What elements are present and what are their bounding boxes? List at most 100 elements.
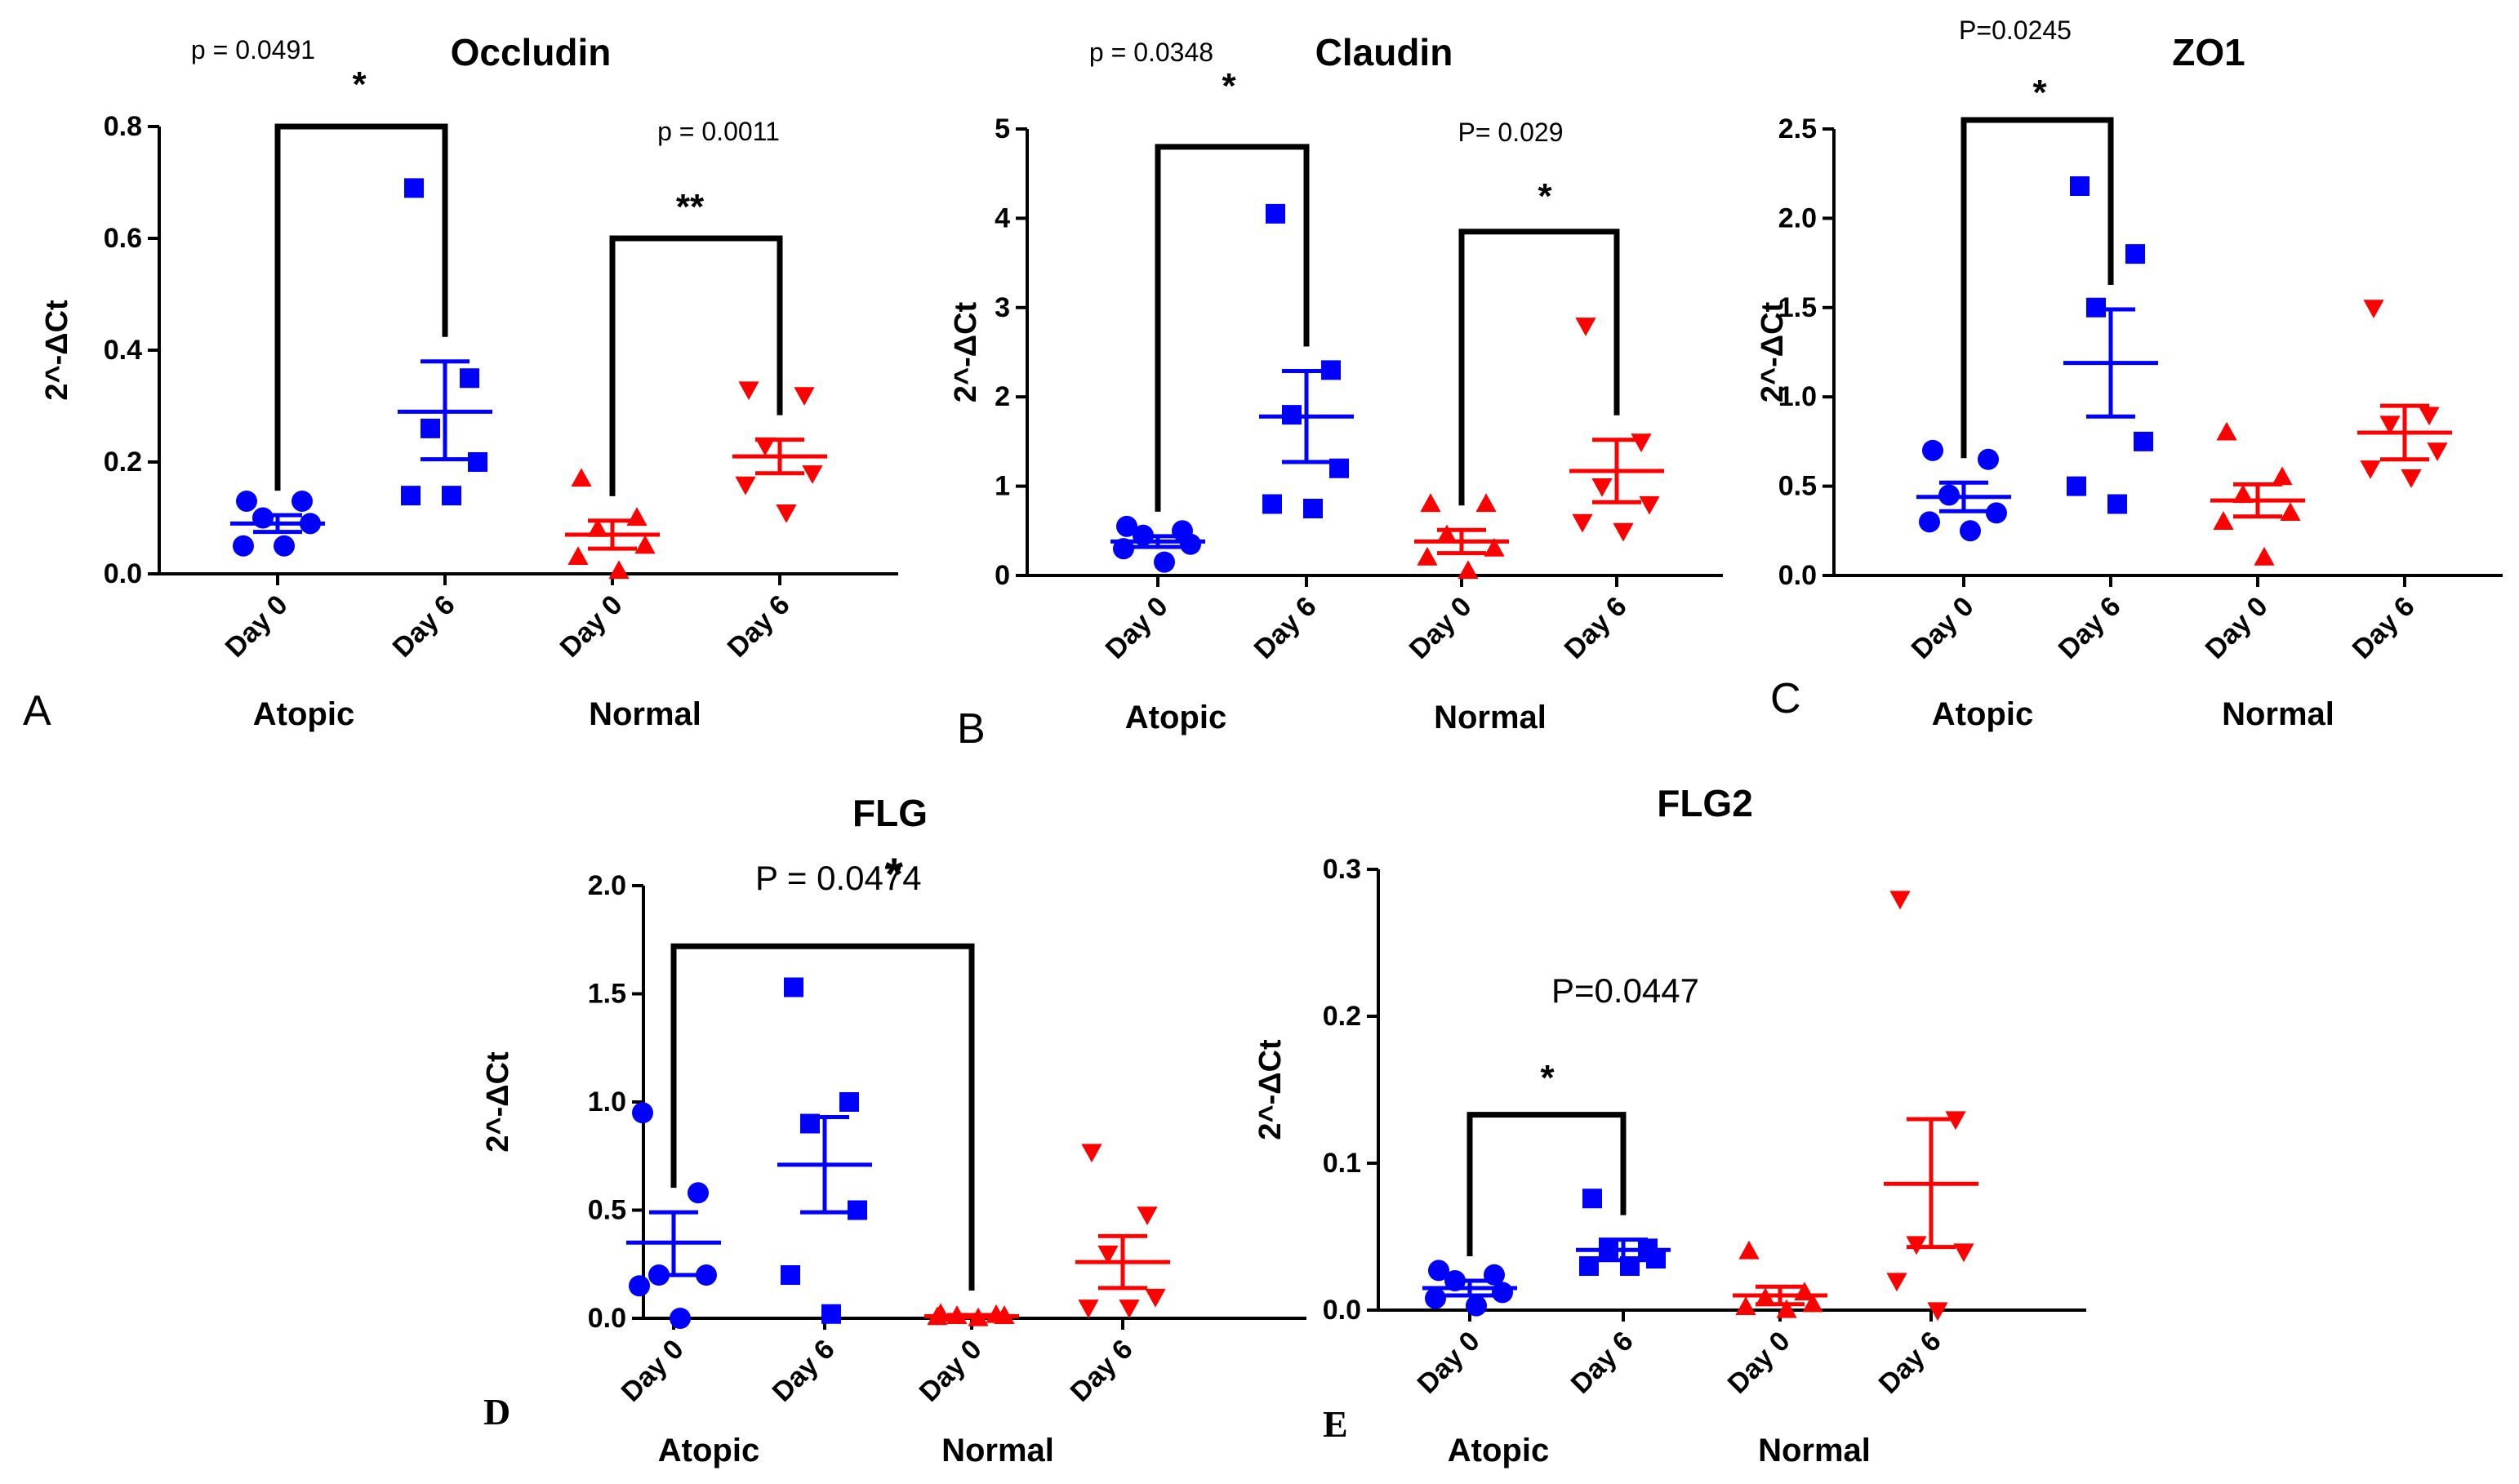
x-tick-label: Day 6 (1248, 591, 1323, 665)
panel-letter: A (23, 687, 51, 735)
series-normal-day-6 (732, 381, 827, 523)
series-normal-day-6 (1884, 891, 1978, 1322)
p-value-label: P= 0.029 (1458, 118, 1564, 147)
y-tick-label: 1.5 (1778, 292, 1817, 323)
y-tick-label: 0.0 (104, 558, 142, 589)
data-point (1579, 1256, 1599, 1276)
y-axis-label: 2^-ΔCt (949, 301, 983, 402)
data-point (1572, 513, 1593, 533)
data-point (821, 1304, 841, 1324)
x-tick-label: Day 6 (387, 589, 461, 664)
data-point (1262, 494, 1282, 514)
x-tick-label: Day 6 (767, 1334, 841, 1408)
series-atopic-day-6 (398, 178, 492, 506)
data-point (1889, 891, 1911, 910)
significance-stars: ** (676, 187, 705, 227)
series-atopic-day-6 (2063, 176, 2158, 514)
chart-title: FLG (852, 792, 928, 834)
data-point (2107, 494, 2127, 514)
significance-bracket (274, 123, 448, 491)
y-tick-label: 0.8 (104, 111, 142, 142)
group-label: Normal (589, 696, 701, 732)
p-value-label: P = 0.0474 (755, 859, 922, 897)
data-point (794, 387, 815, 406)
data-point (1119, 1300, 1140, 1318)
series-atopic-day-6 (1576, 1189, 1671, 1276)
data-point (1420, 493, 1441, 513)
data-point (2213, 511, 2234, 530)
data-point (401, 486, 421, 506)
group-label: Normal (1434, 700, 1547, 735)
data-point (1436, 524, 1458, 544)
data-point (1802, 1293, 1823, 1313)
y-axis-label: 2^-ΔCt (481, 1051, 515, 1153)
data-point (1116, 515, 1137, 537)
data-point (233, 535, 254, 557)
data-point (1329, 458, 1349, 478)
y-tick-label: 0.1 (1323, 1148, 1361, 1179)
x-tick-label: Day 6 (1065, 1334, 1139, 1408)
y-tick-label: 5 (995, 113, 1010, 144)
data-point (1639, 495, 1660, 515)
chart-panel-c: ZO1 0.0 0.5 1.0 1.5 2.0 2.5 2^-ΔCt Day 0 Day 6 Day… (1756, 16, 2503, 732)
series-atopic-day-6 (1259, 203, 1354, 518)
significance-bracket (670, 943, 975, 1291)
p-value-label: p = 0.0348 (1089, 38, 1213, 67)
data-point (1922, 439, 1943, 461)
series-normal-day-6 (2357, 300, 2452, 488)
data-point (2272, 466, 2293, 486)
data-point (2427, 442, 2448, 462)
x-tick-label: Day 6 (1559, 591, 1633, 665)
significance-bracket (1155, 144, 1310, 512)
data-point (1078, 1300, 1099, 1318)
data-point (1137, 1206, 1158, 1225)
chart-panel-a: Occludin 0.0 0.2 0.4 0.6 0.8 2^-ΔCt Day 0 Day 6 D… (23, 31, 898, 735)
data-point (754, 437, 776, 456)
panel-letter: E (1323, 1403, 1348, 1445)
data-point (688, 1182, 709, 1204)
data-point (1154, 551, 1175, 573)
data-point (696, 1264, 717, 1286)
data-point (2134, 431, 2153, 451)
data-point (2363, 300, 2384, 318)
data-point (1960, 520, 1981, 542)
y-tick-label: 2.0 (588, 870, 626, 901)
data-point (781, 1265, 800, 1285)
x-tick-label: Day 6 (1873, 1326, 1947, 1400)
series-atopic-day-0 (1916, 439, 2011, 542)
group-label: Normal (941, 1433, 1054, 1468)
data-point (1582, 1189, 1602, 1209)
series-normal-day-6 (1075, 1144, 1170, 1318)
data-point (629, 1275, 650, 1297)
data-point (848, 1200, 867, 1220)
series-atopic-day-6 (777, 977, 872, 1324)
series-atopic-day-0 (1110, 515, 1205, 573)
series-normal-day-6 (1569, 318, 1664, 542)
data-point (2419, 407, 2440, 426)
group-label: Atopic (253, 696, 354, 732)
series-atopic-day-0 (1422, 1260, 1517, 1317)
data-point (1425, 1287, 1446, 1309)
p-value-label: p = 0.0011 (657, 117, 780, 146)
data-point (274, 535, 295, 557)
y-tick-label: 2.5 (1778, 113, 1817, 144)
p-value-label: P=0.0447 (1551, 971, 1699, 1010)
y-tick-label: 0.2 (104, 447, 142, 478)
data-point (292, 490, 313, 512)
y-tick-label: 3 (995, 292, 1010, 323)
data-point (421, 418, 440, 438)
y-axis-label: 2^-ΔCt (40, 300, 74, 401)
x-tick-label: Day 0 (2200, 591, 2274, 665)
group-label: Atopic (1932, 696, 2033, 732)
y-tick-label: 0.5 (588, 1195, 626, 1226)
y-tick-label: 0.3 (1323, 854, 1361, 885)
y-tick-label: 2 (995, 381, 1010, 412)
group-label: Normal (2222, 696, 2334, 732)
significance-bracket (1458, 229, 1620, 506)
y-tick-label: 4 (995, 202, 1010, 233)
p-value-label: p = 0.0491 (191, 35, 315, 64)
data-point (802, 465, 823, 484)
series-atopic-day-0 (626, 1102, 721, 1329)
data-point (1081, 1144, 1102, 1163)
